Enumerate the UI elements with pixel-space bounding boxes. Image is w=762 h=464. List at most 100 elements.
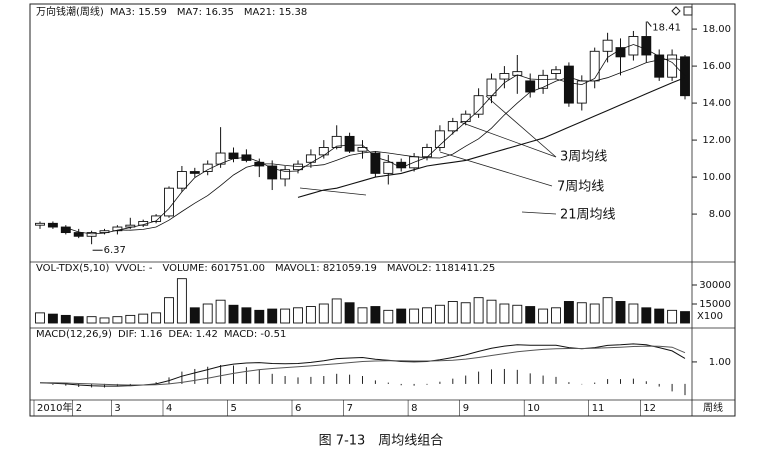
volume-bar bbox=[628, 303, 639, 324]
volume-bar bbox=[576, 302, 587, 324]
legend-entry: MAVOL1: 821059.19 bbox=[275, 263, 377, 274]
volume-bar bbox=[293, 307, 303, 324]
caption: 图 7-13 周均线组合 bbox=[319, 434, 444, 449]
leader-line bbox=[299, 187, 367, 196]
candle-body bbox=[73, 232, 84, 237]
volume-bar bbox=[228, 304, 239, 324]
candle-body bbox=[563, 65, 574, 104]
candle-body bbox=[331, 135, 342, 148]
volume-bar bbox=[357, 307, 368, 324]
candle-body bbox=[460, 113, 471, 123]
volume-bar bbox=[499, 303, 510, 324]
leader-line bbox=[439, 151, 553, 187]
legend-entry: DIF: 1.16 bbox=[118, 329, 162, 340]
candle-body bbox=[267, 165, 278, 180]
volume-bar bbox=[280, 308, 291, 324]
volume-bar bbox=[396, 308, 407, 324]
panel-title: VOL-TDX(5,10) bbox=[36, 263, 109, 274]
legend-entry: MA21: 15.38 bbox=[244, 7, 307, 18]
volume-bar bbox=[370, 306, 381, 324]
volume-bar bbox=[215, 299, 226, 324]
ma-line bbox=[117, 58, 686, 231]
volume-bar bbox=[318, 303, 329, 324]
x-tick-label: 2 bbox=[76, 403, 82, 414]
high-arrow bbox=[646, 21, 652, 27]
volume-bar bbox=[551, 307, 561, 324]
legend-entry: VOLUME: 601751.00 bbox=[162, 263, 265, 274]
y-tick-label: 14.00 bbox=[702, 98, 731, 109]
volume-bar bbox=[473, 297, 484, 324]
legend-entry: MA3: 15.59 bbox=[110, 7, 167, 18]
volume-bar bbox=[589, 303, 600, 324]
window-icon[interactable] bbox=[683, 6, 693, 16]
candle-body bbox=[551, 69, 561, 74]
candle-body bbox=[215, 152, 226, 165]
volume-bar bbox=[654, 308, 665, 324]
high-label: 18.41 bbox=[652, 23, 681, 34]
y-tick-label: 15000 bbox=[699, 299, 731, 310]
x-tick-label: 3 bbox=[114, 403, 120, 414]
chart-title: 万向钱潮(周线) bbox=[36, 5, 104, 18]
x-tick-label: 9 bbox=[463, 403, 469, 414]
candle-body bbox=[473, 95, 484, 115]
volume-bar bbox=[331, 298, 342, 324]
x-tick-label: 8 bbox=[411, 403, 417, 414]
volume-bar bbox=[86, 316, 97, 324]
x-tick-label: 4 bbox=[166, 403, 172, 414]
candle-body bbox=[60, 226, 71, 234]
leader-line bbox=[521, 211, 557, 215]
legend-entry: MAVOL2: 1181411.25 bbox=[387, 263, 495, 274]
legend-entry: MACD: -0.51 bbox=[224, 329, 286, 340]
unit-label: X100 bbox=[697, 311, 723, 322]
candle-body bbox=[680, 56, 690, 97]
volume-bar bbox=[538, 308, 549, 324]
volume-bar bbox=[641, 307, 652, 324]
ma-line bbox=[65, 44, 686, 235]
leader-line bbox=[485, 95, 557, 158]
x-tick-label: 12 bbox=[643, 403, 656, 414]
volume-bar bbox=[99, 317, 110, 324]
candle-body bbox=[189, 171, 200, 174]
volume-bar bbox=[422, 307, 432, 324]
candle-body bbox=[383, 161, 394, 174]
volume-bar bbox=[35, 312, 45, 324]
candle-body bbox=[512, 71, 523, 76]
volume-bar bbox=[151, 312, 162, 324]
volume-bar bbox=[447, 301, 458, 324]
y-tick-label: 18.00 bbox=[702, 24, 731, 35]
x-axis-label: 周线 bbox=[703, 401, 723, 414]
volume-bar bbox=[563, 301, 574, 324]
candle-body bbox=[164, 187, 174, 217]
volume-bar bbox=[615, 301, 626, 324]
volume-bar bbox=[383, 309, 394, 324]
volume-bar bbox=[267, 308, 278, 324]
ma-line bbox=[297, 77, 686, 198]
candle-body bbox=[538, 74, 549, 89]
legend-entry: DEA: 1.42 bbox=[168, 329, 218, 340]
y-tick-label: 1.00 bbox=[709, 357, 731, 368]
low-label: 6.37 bbox=[104, 245, 126, 256]
candle-body bbox=[641, 36, 652, 56]
panel-title: MACD(12,26,9) bbox=[36, 329, 112, 340]
x-tick-label: 5 bbox=[231, 403, 237, 414]
volume-bar bbox=[138, 313, 149, 324]
y-tick-label: 10.00 bbox=[702, 172, 731, 183]
candle-body bbox=[525, 80, 536, 93]
candle-body bbox=[589, 50, 600, 82]
volume-bar bbox=[486, 299, 497, 324]
volume-bar bbox=[512, 304, 523, 324]
legend-entry: MA7: 16.35 bbox=[177, 7, 234, 18]
frame bbox=[29, 3, 736, 417]
candle-body bbox=[112, 226, 123, 232]
volume-bar bbox=[202, 303, 213, 324]
candle-body bbox=[47, 222, 58, 228]
y-tick-label: 12.00 bbox=[702, 135, 731, 146]
volume-bar bbox=[164, 297, 174, 324]
volume-bar bbox=[305, 306, 316, 324]
candle-body bbox=[280, 169, 291, 180]
volume-bar bbox=[112, 316, 123, 324]
candle-body bbox=[125, 224, 136, 228]
diamond-icon[interactable] bbox=[671, 6, 681, 16]
y-tick-label: 30000 bbox=[699, 280, 731, 291]
